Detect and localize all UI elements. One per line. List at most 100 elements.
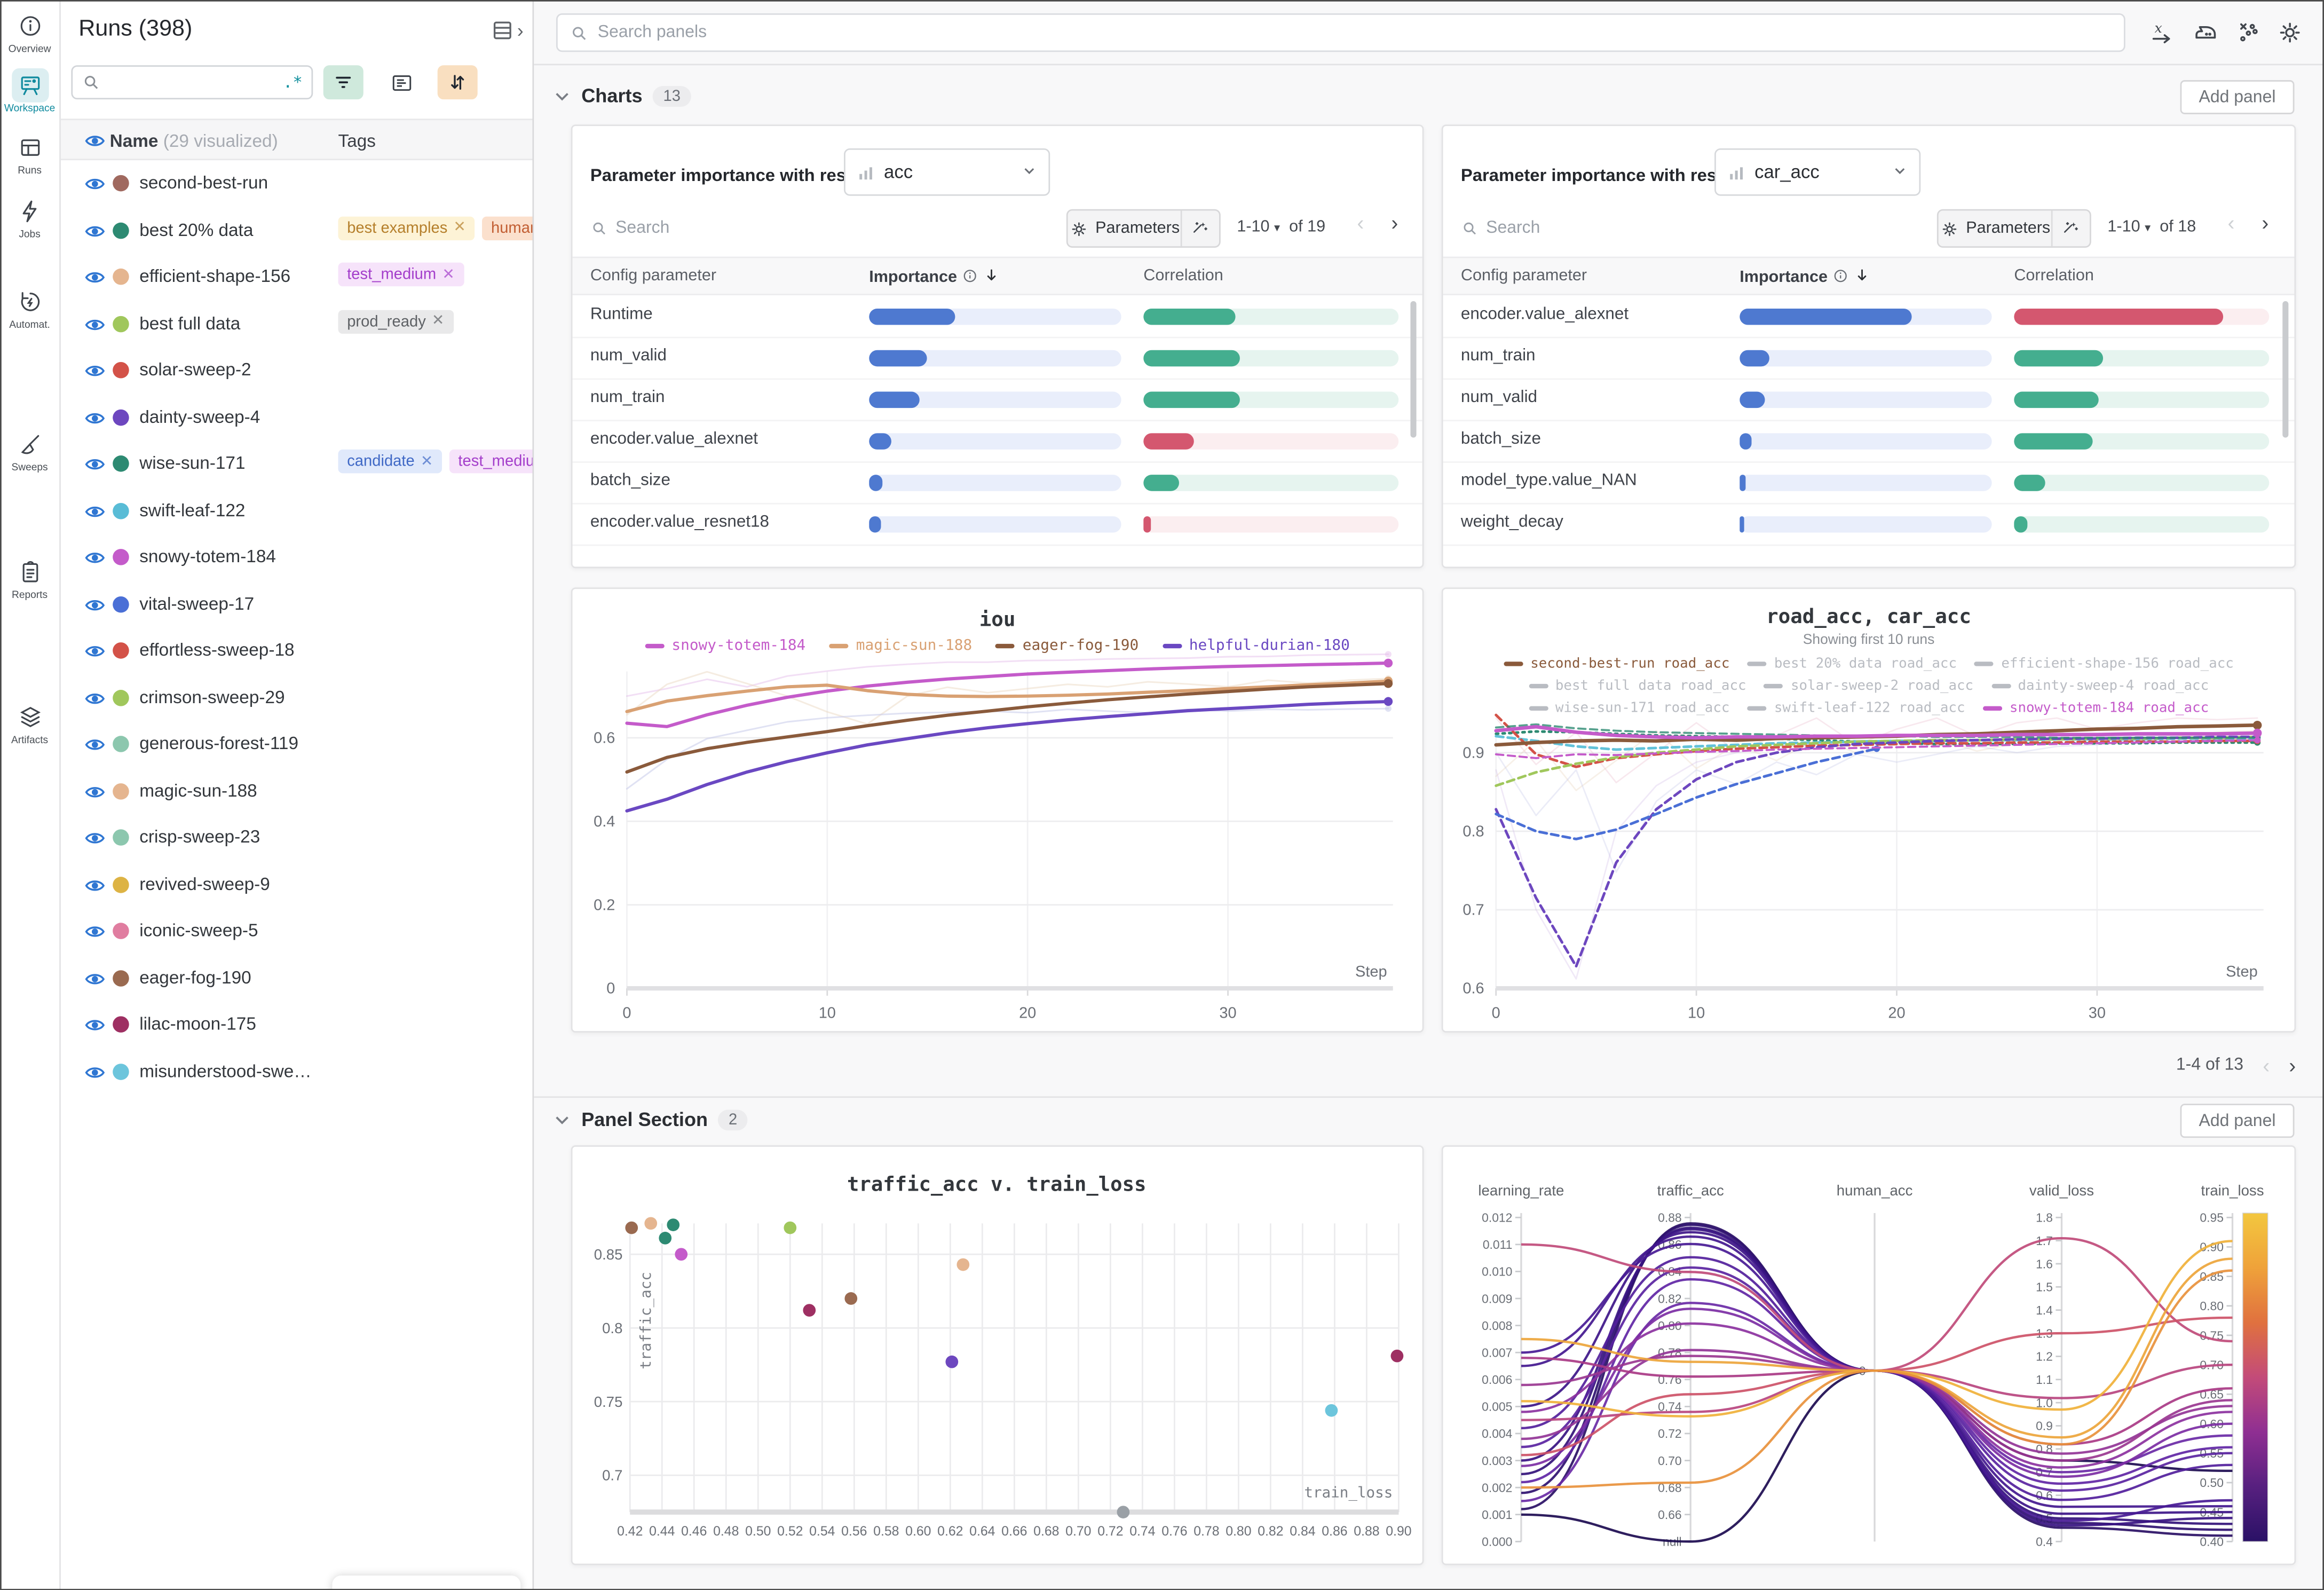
sidebar-item-automations[interactable]: Automat.	[0, 285, 59, 331]
run-row[interactable]: wise-sun-171 candidate✕ test_medium	[61, 440, 533, 487]
run-name[interactable]: swift-leaf-122	[139, 499, 246, 520]
tag-chip[interactable]: best examples ✕	[338, 216, 475, 240]
run-row[interactable]: best 20% data best examples✕ humans✕	[61, 207, 533, 254]
prev-page-icon[interactable]: ‹	[2227, 210, 2235, 235]
legend-item[interactable]: efficient-shape-156 road_acc	[1974, 656, 2234, 672]
legend-item[interactable]: best full data road_acc	[1528, 678, 1746, 694]
legend-item[interactable]: second-best-run road_acc	[1504, 656, 1729, 672]
run-name[interactable]: best 20% data	[139, 218, 254, 240]
legend-item[interactable]: magic-sun-188	[829, 638, 972, 654]
pagination-range[interactable]: 1-10 ▾ of 19	[1237, 218, 1326, 236]
run-row[interactable]: crimson-sweep-29	[61, 674, 533, 721]
parameters-button[interactable]: Parameters	[1936, 209, 2091, 248]
eye-icon[interactable]	[84, 360, 105, 381]
chevron-down-icon[interactable]	[553, 1111, 571, 1128]
importance-header[interactable]: Importance	[869, 268, 958, 287]
run-name[interactable]: snowy-totem-184	[139, 546, 276, 567]
eye-icon[interactable]	[84, 267, 105, 288]
panel-section-title[interactable]: Panel Section	[581, 1108, 708, 1131]
sidebar-item-overview[interactable]: Overview	[0, 9, 59, 55]
eye-icon[interactable]	[84, 1015, 105, 1036]
metric-dropdown[interactable]: acc	[844, 148, 1050, 196]
magic-wand-icon[interactable]	[2053, 211, 2090, 247]
run-row[interactable]: iconic-sweep-5	[61, 908, 533, 955]
tag-remove-icon[interactable]: ✕	[420, 453, 433, 470]
run-name[interactable]: crimson-sweep-29	[139, 686, 285, 707]
tag-chip[interactable]: prod_ready ✕	[338, 309, 453, 333]
tag-chip[interactable]: test_medium ✕	[338, 262, 464, 287]
sidebar-item-reports[interactable]: Reports	[0, 555, 59, 601]
legend-item[interactable]: swift-leaf-122 road_acc	[1747, 700, 1965, 717]
next-page-icon[interactable]: ›	[2262, 210, 2269, 235]
outliers-icon[interactable]	[2235, 19, 2262, 46]
legend-item[interactable]: best 20% data road_acc	[1747, 656, 1957, 672]
run-row[interactable]: eager-fog-190	[61, 955, 533, 1002]
runs-table-expand-icon[interactable]: ›	[491, 18, 524, 43]
search-panels-input[interactable]: Search panels	[556, 13, 2125, 52]
run-name[interactable]: vital-sweep-17	[139, 593, 255, 613]
scrollbar-thumb[interactable]	[1410, 301, 1417, 438]
eye-icon[interactable]	[84, 221, 105, 241]
sort-runs-button[interactable]	[437, 65, 478, 100]
pagination-prev-icon[interactable]: ‹	[2263, 1053, 2270, 1077]
eye-icon[interactable]	[84, 968, 105, 989]
run-name[interactable]: solar-sweep-2	[139, 359, 251, 380]
eye-icon[interactable]	[84, 688, 105, 709]
run-row[interactable]: misunderstood-swe…	[61, 1048, 533, 1095]
settings-gear-icon[interactable]	[2276, 19, 2303, 46]
x-axis-settings-icon[interactable]: x	[2149, 19, 2176, 46]
regex-toggle[interactable]: .*	[283, 73, 303, 92]
run-name[interactable]: lilac-moon-175	[139, 1013, 256, 1034]
run-row[interactable]: swift-leaf-122	[61, 487, 533, 534]
importance-search-input[interactable]: Search	[590, 211, 669, 247]
charts-section-title[interactable]: Charts	[581, 84, 643, 107]
eye-icon[interactable]	[84, 407, 105, 428]
eye-icon[interactable]	[84, 174, 105, 194]
next-page-icon[interactable]: ›	[1391, 210, 1398, 235]
run-name[interactable]: effortless-sweep-18	[139, 639, 295, 660]
eye-icon[interactable]	[84, 781, 105, 802]
sort-desc-icon[interactable]	[984, 267, 1000, 288]
legend-item[interactable]: solar-sweep-2 road_acc	[1764, 678, 1973, 694]
sidebar-item-jobs[interactable]: Jobs	[0, 194, 59, 240]
eye-icon[interactable]	[84, 641, 105, 662]
prev-page-icon[interactable]: ‹	[1357, 210, 1364, 235]
eye-icon[interactable]	[84, 828, 105, 848]
run-row[interactable]: crisp-sweep-23	[61, 814, 533, 861]
sidebar-item-artifacts[interactable]: Artifacts	[0, 700, 59, 746]
filter-runs-button[interactable]	[323, 65, 363, 100]
run-name[interactable]: iconic-sweep-5	[139, 919, 258, 941]
eye-icon[interactable]	[84, 501, 105, 522]
legend-item[interactable]: helpful-durian-180	[1162, 638, 1350, 654]
run-name[interactable]: magic-sun-188	[139, 780, 257, 801]
run-row[interactable]: effortless-sweep-18	[61, 627, 533, 674]
run-row[interactable]: dainty-sweep-4	[61, 394, 533, 441]
scrollbar-thumb[interactable]	[2282, 301, 2289, 438]
run-name[interactable]: efficient-shape-156	[139, 265, 291, 287]
run-name[interactable]: second-best-run	[139, 172, 268, 193]
tag-chip[interactable]: candidate ✕	[338, 449, 442, 474]
run-row[interactable]: solar-sweep-2	[61, 347, 533, 394]
run-name[interactable]: wise-sun-171	[139, 452, 246, 474]
legend-item[interactable]: dainty-sweep-4 road_acc	[1991, 678, 2209, 694]
sort-desc-icon[interactable]	[1854, 267, 1871, 288]
magic-wand-icon[interactable]	[1182, 211, 1219, 247]
run-row[interactable]: generous-forest-119	[61, 721, 533, 768]
tag-remove-icon[interactable]: ✕	[442, 266, 455, 283]
importance-search-input[interactable]: Search	[1461, 211, 1540, 247]
eye-icon[interactable]	[84, 922, 105, 942]
run-row[interactable]: second-best-run	[61, 160, 533, 207]
eye-icon[interactable]	[84, 875, 105, 895]
parameters-button[interactable]: Parameters	[1066, 209, 1221, 248]
tag-remove-icon[interactable]: ✕	[431, 313, 445, 329]
importance-header[interactable]: Importance	[1740, 268, 1828, 287]
run-row[interactable]: vital-sweep-17	[61, 581, 533, 628]
eye-icon[interactable]	[84, 131, 105, 152]
run-row[interactable]: efficient-shape-156 test_medium ✕	[61, 254, 533, 301]
tag-remove-icon[interactable]: ✕	[453, 219, 466, 236]
tag-chip[interactable]: test_medium	[449, 449, 533, 474]
run-row[interactable]: revived-sweep-9	[61, 861, 533, 908]
chevron-down-icon[interactable]	[553, 87, 571, 105]
run-name[interactable]: best full data	[139, 312, 241, 333]
add-panel-button[interactable]: Add panel	[2180, 80, 2295, 114]
